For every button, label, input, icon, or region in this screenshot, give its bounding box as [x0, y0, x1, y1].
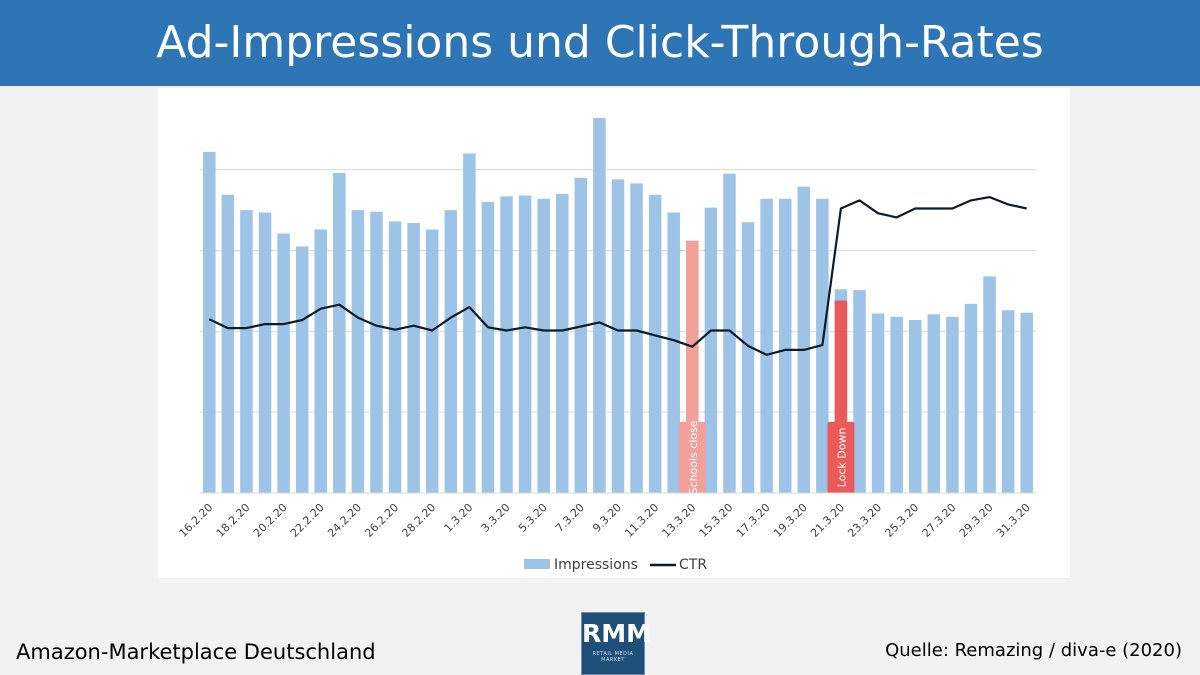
impressions-bar-27.2.20 — [407, 223, 420, 493]
impressions-bar-25.3.20 — [908, 320, 922, 493]
impressions-bar-30.3.20 — [1001, 310, 1015, 493]
impressions-bar-19.2.20 — [258, 212, 272, 493]
impressions-bar-27.3.20 — [946, 316, 959, 493]
x-tick-label-18: 23.3.20 — [845, 501, 884, 540]
rmm-logo: RMM RETAIL MEDIA MARKET — [581, 612, 652, 675]
legend-impressions-swatch — [524, 559, 550, 569]
slide-title: Ad-Impressions und Click-Through-Rates — [156, 17, 1044, 68]
x-tick-label-6: 28.2.20 — [399, 501, 438, 540]
title-bar — [0, 0, 1200, 86]
x-tick-label-7: 1.3.20 — [442, 501, 476, 535]
x-tick-label-0: 16.2.20 — [177, 501, 216, 540]
impressions-bar-25.2.20 — [370, 211, 383, 493]
x-tick-label-21: 29.3.20 — [957, 501, 996, 540]
impressions-bar-31.3.20 — [1020, 312, 1033, 493]
impressions-bar-19.3.20 — [797, 186, 811, 493]
impressions-bar-16.2.20 — [203, 151, 216, 493]
x-tick-label-17: 21.3.20 — [808, 501, 847, 540]
footer-marketplace-label: Amazon-Marketplace Deutschland — [16, 640, 376, 664]
x-tick-label-9: 5.3.20 — [516, 501, 550, 535]
impressions-bar-11.3.20 — [648, 194, 662, 493]
impressions-bar-12.3.20 — [667, 212, 680, 493]
impressions-bar-8.3.20 — [593, 117, 606, 493]
impressions-bar-28.3.20 — [964, 303, 978, 493]
impressions-bar-14.3.20 — [704, 207, 718, 493]
impressions-bar-22.3.20 — [853, 290, 866, 493]
x-tick-label-10: 7.3.20 — [553, 501, 587, 535]
impressions-bar-22.2.20 — [314, 229, 328, 493]
impressions-bar-21.2.20 — [295, 246, 309, 493]
x-tick-label-22: 31.3.20 — [994, 501, 1033, 540]
impressions-bar-2.3.20 — [481, 202, 495, 493]
x-tick-label-12: 11.3.20 — [622, 501, 661, 540]
x-tick-label-15: 17.3.20 — [734, 501, 773, 540]
impressions-bar-1.3.20 — [463, 153, 476, 493]
impressions-bar-24.2.20 — [351, 210, 365, 493]
x-tick-label-4: 24.2.20 — [325, 501, 364, 540]
x-tick-label-3: 22.2.20 — [288, 501, 327, 540]
impressions-bar-23.3.20 — [871, 313, 885, 493]
impressions-bar-3.3.20 — [500, 196, 513, 493]
x-tick-label-11: 9.3.20 — [590, 501, 624, 535]
logo-text: RMM — [582, 619, 652, 648]
x-tick-label-16: 19.3.20 — [771, 501, 810, 540]
footer-source-label: Quelle: Remazing / diva-e (2020) — [885, 640, 1182, 661]
x-tick-label-14: 15.3.20 — [697, 501, 736, 540]
legend-ctr-label: CTR — [679, 557, 707, 573]
x-tick-label-13: 13.3.20 — [660, 501, 699, 540]
impressions-bar-17.2.20 — [221, 194, 235, 493]
logo-subtext: RETAIL MEDIA MARKET — [592, 651, 634, 663]
legend-impressions-label: Impressions — [554, 557, 638, 573]
impressions-bar-7.3.20 — [574, 177, 588, 493]
marker-label-box-0 — [678, 421, 706, 493]
impressions-bar-10.3.20 — [630, 183, 643, 493]
x-tick-label-5: 26.2.20 — [362, 501, 401, 540]
impressions-bar-17.3.20 — [760, 198, 773, 493]
impressions-bar-28.2.20 — [425, 229, 439, 493]
impressions-bar-23.2.20 — [333, 172, 346, 493]
impressions-bar-26.3.20 — [927, 314, 941, 493]
impressions-bar-9.3.20 — [611, 179, 625, 493]
marker-label-box-1 — [827, 421, 855, 493]
chart-panel: Schools close Lock Down 16.2.20 18.2.20 20.2… — [158, 88, 1070, 578]
x-tick-label-19: 25.3.20 — [882, 501, 921, 540]
x-tick-label-8: 3.3.20 — [479, 501, 513, 535]
impressions-bar-24.3.20 — [890, 316, 903, 493]
impressions-bar-6.3.20 — [556, 193, 569, 493]
impressions-bar-5.3.20 — [537, 198, 550, 493]
impressions-bar-4.3.20 — [518, 195, 532, 493]
ctr-line — [208, 195, 1027, 356]
x-tick-label-20: 27.3.20 — [920, 501, 959, 540]
x-tick-label-1: 18.2.20 — [214, 501, 253, 540]
impressions-bar-18.3.20 — [778, 198, 792, 493]
impressions-bar-15.3.20 — [723, 173, 736, 493]
chart: Schools close Lock Down 16.2.2018.2.2020.2… — [177, 117, 1036, 573]
x-tick-label-2: 20.2.20 — [251, 501, 290, 540]
impressions-bar-16.3.20 — [741, 222, 755, 494]
impressions-bar-26.2.20 — [388, 221, 402, 493]
impressions-bar-29.3.20 — [983, 276, 996, 493]
impressions-bar-18.2.20 — [240, 210, 253, 493]
impressions-bar-20.2.20 — [277, 233, 290, 493]
impressions-bar-29.2.20 — [444, 210, 458, 493]
marker-label-0: Schools close — [687, 420, 700, 494]
marker-label-1: Lock Down — [835, 428, 848, 488]
